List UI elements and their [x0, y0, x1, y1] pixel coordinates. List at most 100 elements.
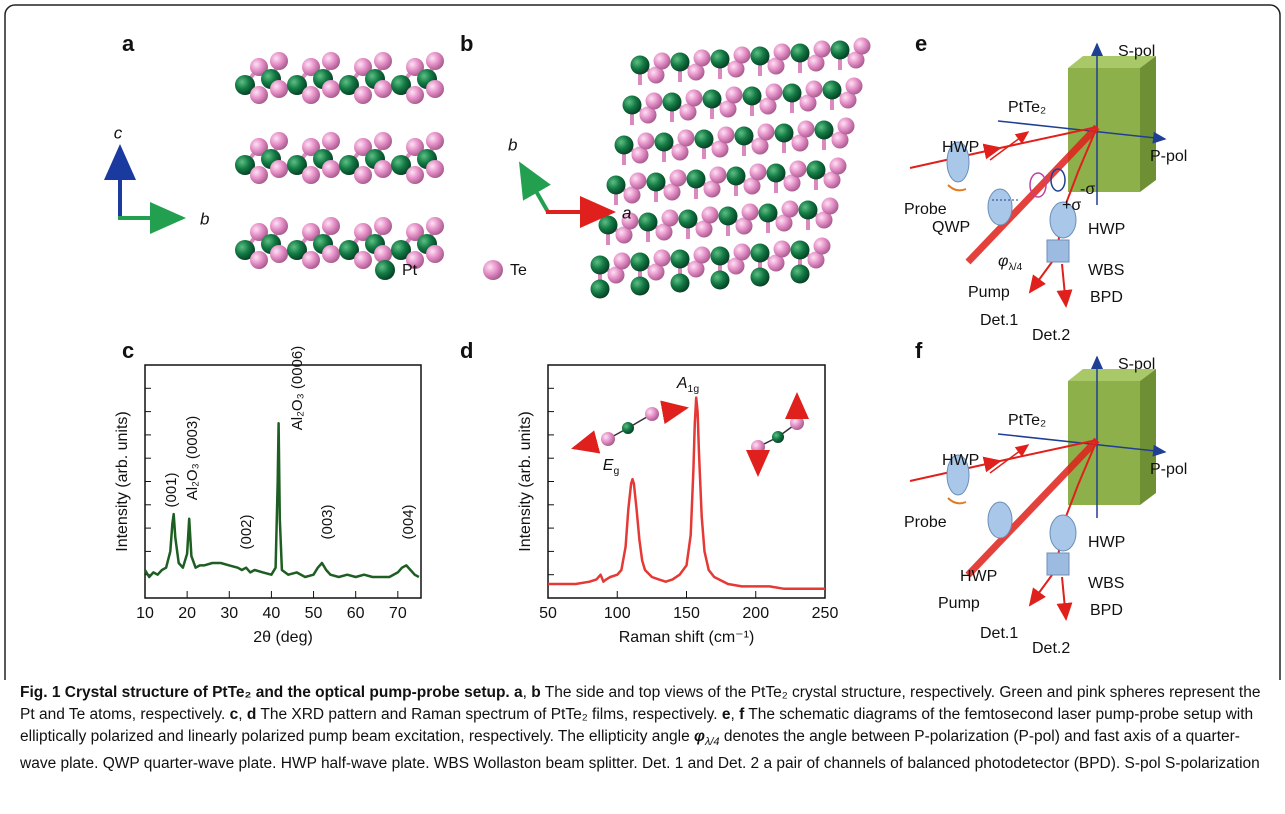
te-atom: [725, 86, 743, 104]
mode-arrow: [571, 430, 601, 454]
caption-text: Fig. 1 Crystal structure of PtTe₂ and th…: [20, 684, 515, 701]
data-line: [143, 422, 420, 579]
te-atom: [677, 129, 695, 147]
te-atom: [829, 157, 847, 175]
pt-atom: [391, 155, 411, 175]
caption-text: φ: [694, 728, 705, 745]
te-atom: [250, 138, 268, 156]
diagram-label: P-pol: [1150, 461, 1187, 478]
te-atom: [655, 223, 673, 241]
caption-text: The side and top views of the PtTe₂ crys…: [20, 684, 1261, 723]
pt-atom: [654, 132, 674, 152]
te-atom: [483, 260, 503, 280]
te-atom: [815, 211, 833, 229]
pt-atom: [678, 209, 698, 229]
diagram-label: HWP: [942, 139, 979, 156]
waveplate: [946, 454, 970, 496]
pt-atom: [375, 260, 395, 280]
det-beam: [1056, 576, 1073, 621]
legend-label: Te: [510, 262, 527, 279]
pt-atom: [790, 240, 810, 260]
te-atom: [789, 160, 807, 178]
waveplate: [987, 501, 1013, 539]
pt-atom: [339, 155, 359, 175]
wollaston: [1046, 552, 1070, 576]
te-atom: [663, 183, 681, 201]
te-atom: [781, 200, 799, 218]
axis-name: b: [200, 209, 209, 228]
peak-label: A1g: [676, 375, 699, 395]
pt-atom: [630, 276, 650, 296]
y-axis-title: Intensity (arb. units): [114, 411, 131, 552]
te-atom: [374, 160, 392, 178]
diagram-label: BPD: [1090, 602, 1123, 619]
te-atom: [647, 66, 665, 84]
te-atom: [322, 52, 340, 70]
pt-atom: [806, 160, 826, 180]
te-atom: [703, 180, 721, 198]
det-beam: [1028, 574, 1053, 607]
diagram-label: Det.2: [1032, 640, 1070, 657]
det-beam: [1056, 263, 1073, 308]
te-atom: [270, 160, 288, 178]
caption-text: The schematic diagrams of the femtosecon…: [20, 706, 1254, 745]
pt-atom: [391, 75, 411, 95]
diagram-label: HWP: [1088, 221, 1125, 238]
te-atom: [322, 160, 340, 178]
panel-label: f: [915, 338, 923, 363]
sample-front: [1068, 68, 1140, 192]
x-tick-label: 100: [604, 605, 631, 622]
te-atom: [823, 171, 841, 189]
mode-icon: [746, 392, 809, 477]
te-atom: [839, 91, 857, 109]
te-atom: [621, 212, 639, 230]
te-atom: [250, 251, 268, 269]
te-atom: [807, 251, 825, 269]
caption-text: f: [739, 706, 745, 723]
pt-atom: [686, 169, 706, 189]
te-atom: [270, 245, 288, 263]
diagram-label: Pump: [938, 595, 980, 612]
diagram-label: HWP: [1088, 534, 1125, 551]
crystal-side-view: [235, 52, 444, 269]
pt-atom: [766, 163, 786, 183]
te-atom: [322, 217, 340, 235]
te-atom: [757, 123, 775, 141]
x-tick-label: 10: [136, 605, 154, 622]
waveplate: [1049, 201, 1077, 239]
sample-top: [1068, 369, 1156, 381]
caption: Fig. 1 Crystal structure of PtTe₂ and th…: [20, 682, 1265, 775]
diagram-label: Det.1: [980, 625, 1018, 642]
panel-label: a: [122, 31, 135, 56]
pt-atom: [750, 46, 770, 66]
sample-side: [1140, 56, 1156, 192]
te-atom: [653, 249, 671, 267]
te-atom: [783, 174, 801, 192]
te-atom: [302, 166, 320, 184]
te-atom: [845, 77, 863, 95]
pt-atom: [235, 155, 255, 175]
te-atom: [773, 43, 791, 61]
y-axis-title: Intensity (arb. units): [517, 411, 534, 552]
te-atom: [719, 100, 737, 118]
pt-atom: [790, 43, 810, 63]
caption-text: c: [229, 706, 239, 723]
te-atom: [775, 214, 793, 232]
te-atom: [406, 223, 424, 241]
te-atom: [743, 177, 761, 195]
panel-label: e: [915, 31, 927, 56]
te-atom: [270, 217, 288, 235]
pt-atom: [726, 166, 746, 186]
te-atom: [813, 237, 831, 255]
diagram-label: S-pol: [1118, 356, 1155, 373]
diagram-label: P-pol: [1150, 148, 1187, 165]
te-atom: [631, 146, 649, 164]
te-atom: [426, 217, 444, 235]
te-atom: [773, 240, 791, 258]
circular-pol: [1029, 172, 1047, 198]
te-atom: [807, 54, 825, 72]
pt-atom: [235, 75, 255, 95]
diagram-label-sub: λ/4: [1008, 262, 1022, 273]
te-atom: [693, 49, 711, 67]
